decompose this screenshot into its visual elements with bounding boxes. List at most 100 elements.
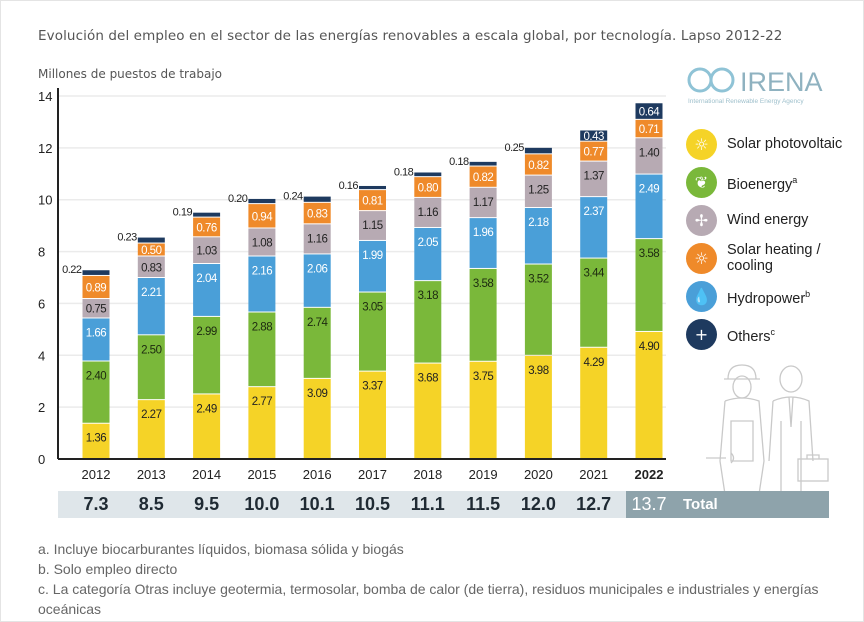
bar-segment-solar-photovoltaic [524,355,552,458]
data-label: 4.90 [639,341,659,353]
bar-segment-wind-energy [359,211,386,240]
data-label: 3.68 [418,373,438,385]
bar-segment-solar-photovoltaic [248,387,276,458]
data-label: 0.23 [117,232,137,244]
data-label: 0.18 [449,156,469,168]
total-value: 10.0 [244,494,280,514]
bar-segment-bioenergy [580,258,608,347]
legend-label: Hydropower [727,290,806,307]
footnotes: a. Incluye biocarburantes líquidos, biom… [38,539,828,619]
data-label: 2.04 [196,273,217,285]
x-tick-label: 2019 [469,467,498,482]
legend-label: Solar photovoltaic [727,136,843,152]
data-label: 1.08 [252,237,272,249]
y-tick-label: 6 [38,296,45,311]
totals-row: Total 7.3 8.5 9.5 10.0 10.1 10.5 11.1 11.5 12.0 1… [58,491,829,518]
data-label: 1.36 [86,433,106,445]
legend-item: + Othersc [686,315,863,353]
x-tick-label: 2018 [413,467,442,482]
bar-segment-others [414,172,442,177]
bar-segment-solar-photovoltaic [303,378,331,458]
bar-segment-bioenergy [137,335,165,400]
bar-segment-others [137,237,165,243]
data-label: 3.09 [307,388,327,400]
legend-footnote-mark: a [792,174,798,185]
footnote-a: a. Incluye biocarburantes líquidos, biom… [38,541,404,557]
total-value: 7.3 [83,494,109,514]
data-label: 0.22 [62,264,82,276]
total-value: 11.5 [466,494,501,514]
bar-segment-wind-energy [248,228,276,256]
data-label: 0.19 [173,207,193,219]
total-value: 11.1 [410,494,445,514]
bar-segment-solar-photovoltaic [137,400,165,458]
water-drop-icon: 💧 [686,280,717,312]
data-label: 3.52 [528,274,548,286]
data-label: 4.29 [584,357,604,369]
data-label: 0.89 [86,282,106,294]
bar-segment-bioenergy [82,361,110,423]
legend-item: 💧 Hydropowerb [686,277,863,315]
footnote-c: c. La categoría Otras incluye geotermia,… [38,581,819,617]
bar-segment-solar-photovoltaic [82,423,110,458]
bar-segment-others [193,212,221,217]
bar-segment-bioenergy [303,307,331,378]
data-label: 1.66 [86,327,106,339]
data-label: 3.58 [639,248,659,260]
data-label: 1.15 [362,220,382,232]
bar-segment-hydropower [580,197,608,258]
wind-turbine-icon: ✢ [686,204,717,236]
bar-segment-solar-heating-cooling [248,204,276,228]
bar-segment-solar-heating-cooling [359,190,386,211]
totals-label: Total [683,496,718,513]
bar-segment-solar-photovoltaic [359,371,386,458]
bar-segment-bioenergy [248,312,276,387]
data-label: 0.75 [86,304,106,316]
bar-segment-wind-energy [580,161,608,197]
data-label: 0.76 [196,222,216,234]
data-label: 2.18 [528,217,548,229]
data-label: 0.77 [584,147,604,159]
data-label: 1.16 [418,207,438,219]
data-label: 1.16 [307,233,327,245]
y-tick-label: 0 [38,452,45,467]
bar-segment-solar-heating-cooling [469,166,497,187]
bar-segment-solar-photovoltaic [193,394,221,458]
legend-label: Solar heating / cooling [727,242,821,274]
bar-segment-hydropower [82,318,110,361]
data-label: 0.80 [418,183,438,195]
data-label: 2.05 [418,237,438,249]
bar-segment-hydropower [635,174,663,239]
data-label: 2.06 [307,263,327,275]
irena-logo: IRENA International Renewable Energy Age… [686,65,831,109]
y-tick-label: 14 [38,89,52,104]
bar-segment-bioenergy [469,268,497,361]
bar-segment-wind-energy [82,299,110,318]
data-label: 0.25 [504,142,524,154]
bar-segment-others [469,161,497,166]
bar-segment-hydropower [248,256,276,312]
data-label: 0.83 [307,209,327,221]
bar-segment-others [303,196,331,202]
data-label: 0.82 [473,172,493,184]
chart-title: Evolución del empleo en el sector de las… [38,28,783,44]
legend-label: Others [727,328,771,345]
data-label: 2.49 [196,403,216,415]
bar-segment-solar-heating-cooling [193,217,221,237]
leaf-icon: ❦ [686,166,717,198]
data-label: 2.40 [86,371,106,383]
data-label: 2.77 [252,396,272,408]
data-label: 0.81 [362,196,382,208]
bar-segment-hydropower [469,218,497,268]
x-tick-label: 2015 [247,467,276,482]
data-label: 0.43 [584,131,604,143]
y-tick-label: 10 [38,193,52,208]
bar-segment-others [248,198,276,204]
bar-segment-wind-energy [303,224,331,254]
x-tick-label: 2021 [579,467,608,482]
bar-segment-others [580,130,608,141]
data-label: 2.16 [252,265,272,277]
sun-icon: ☼ [686,128,717,160]
